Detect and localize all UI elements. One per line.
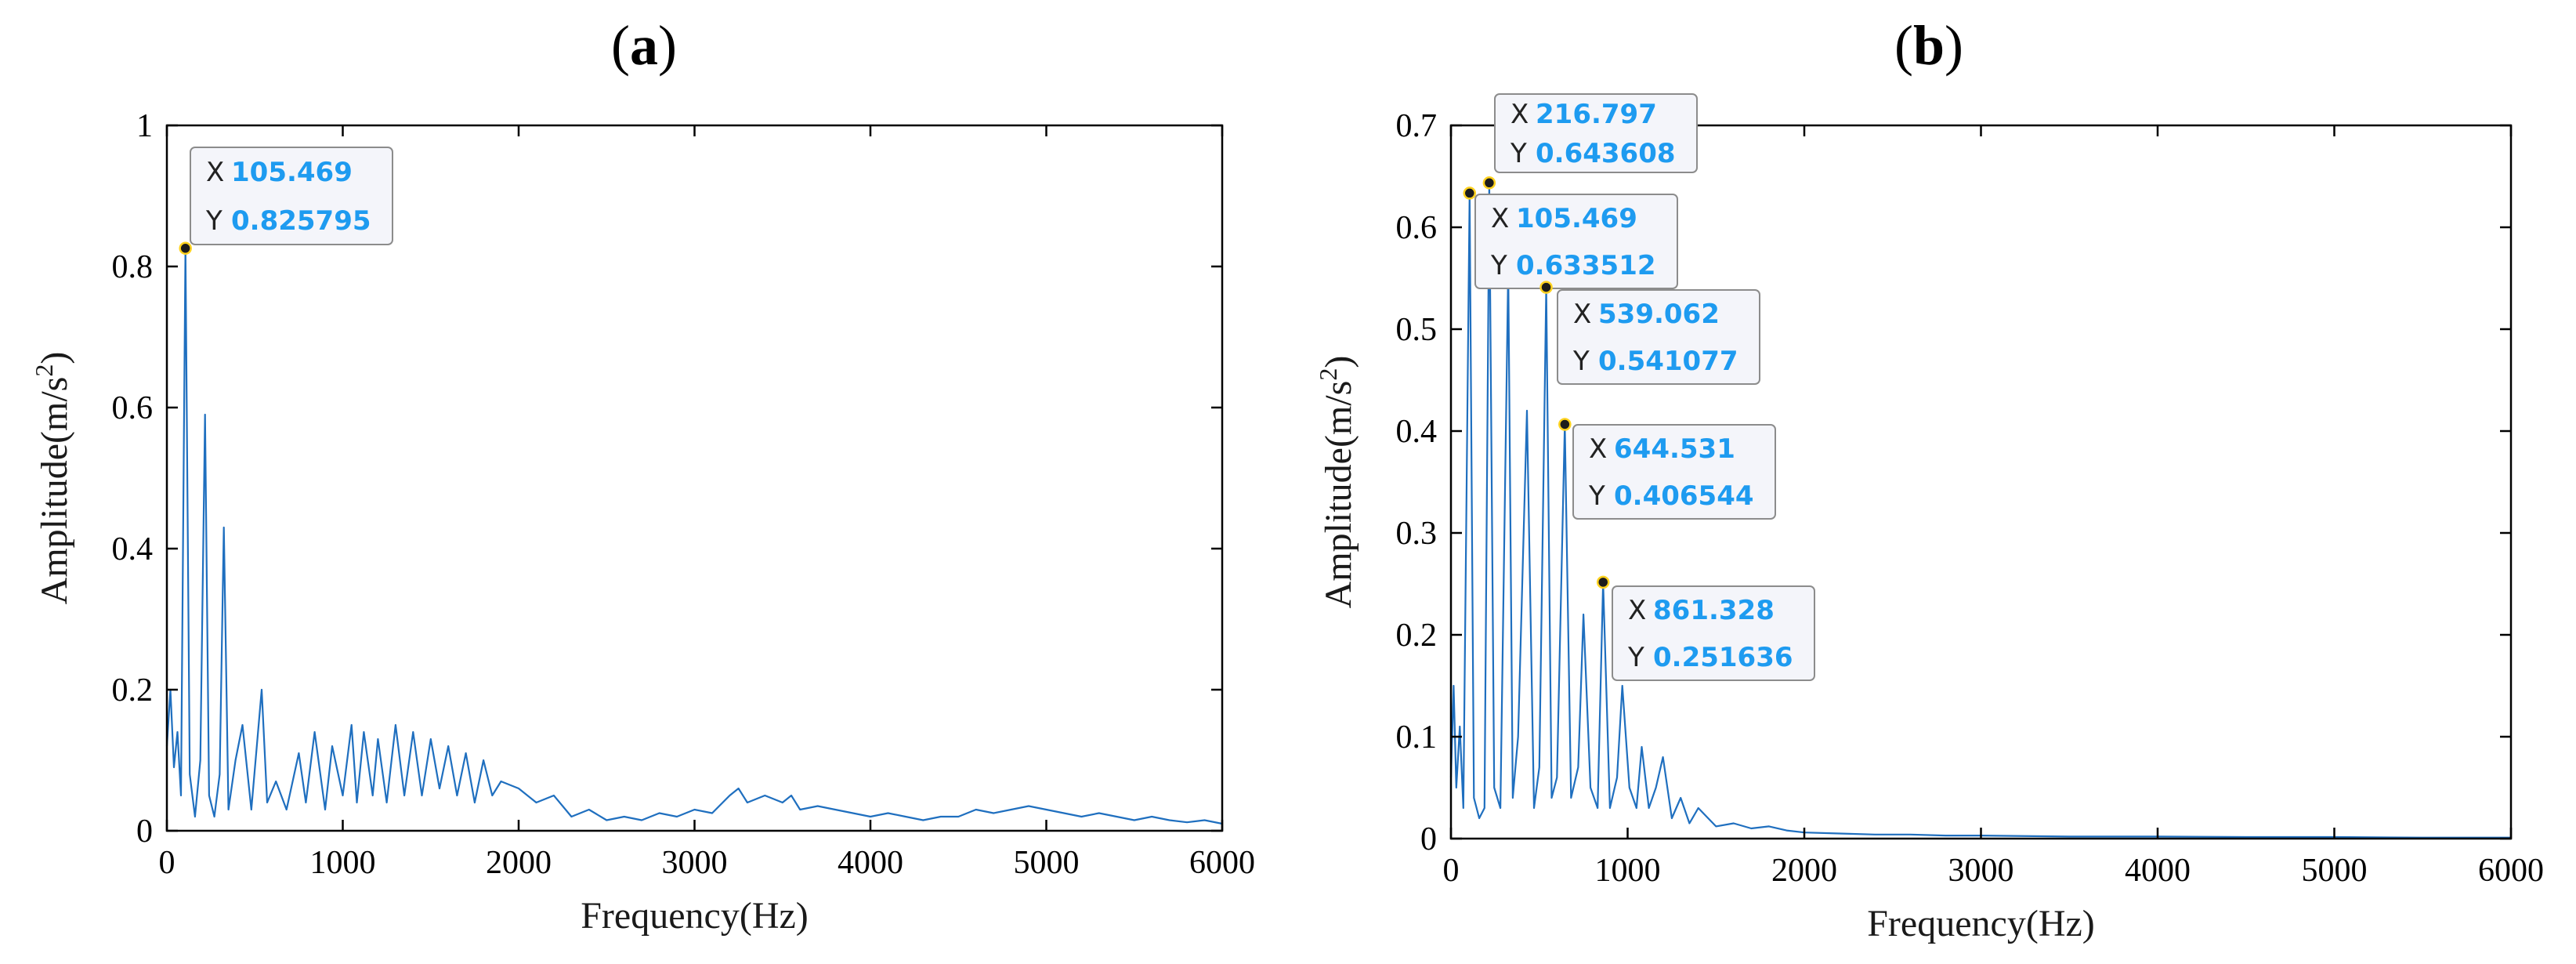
datatip[interactable]: X 216.797 Y 0.643608 — [1482, 93, 1698, 190]
datatip[interactable]: X 105.469 Y 0.633512 — [1463, 187, 1678, 289]
datatip[interactable]: X 644.531 Y 0.406544 — [1558, 418, 1776, 520]
x-axis-title-a: Frequency(Hz) — [581, 895, 809, 937]
datatip-x-key: X — [1491, 203, 1509, 234]
panel-label-a: (a) — [611, 14, 677, 77]
datatip-box — [1474, 194, 1678, 289]
datatip-marker[interactable] — [1539, 281, 1553, 294]
y-tick-label: 0.4 — [112, 531, 154, 567]
series-layer-a — [165, 247, 1223, 825]
y-ticks-b: 0 0.1 0.2 0.3 0.4 0.5 0.6 0.7 — [1396, 108, 2511, 857]
datatip-y-key: Y — [1627, 642, 1644, 673]
datatip-marker[interactable] — [1558, 418, 1572, 431]
y-axis-title-a: Amplitude(m/s2) — [30, 352, 75, 605]
x-tick-label: 3000 — [1948, 853, 2014, 889]
y-tick-label: 0.6 — [112, 390, 154, 426]
datatip-x-value: 861.328 — [1653, 595, 1775, 626]
datatip-x-key: X — [1589, 433, 1607, 465]
datatip[interactable]: X 539.062 Y 0.541077 — [1539, 281, 1760, 385]
y-tick-label: 0 — [136, 814, 153, 850]
x-tick-label: 3000 — [662, 845, 728, 881]
datatip-y-value: 0.251636 — [1653, 642, 1793, 673]
datatip-y-key: Y — [205, 205, 223, 237]
datatip-x-key: X — [1511, 99, 1529, 130]
x-axis-title-b: Frequency(Hz) — [1867, 903, 2095, 944]
y-tick-label: 0.5 — [1396, 312, 1438, 348]
datatip-x-value: 644.531 — [1614, 433, 1735, 465]
y-tick-label: 0.1 — [1396, 719, 1438, 756]
datatip-x-key: X — [1628, 595, 1646, 626]
x-tick-label: 6000 — [1189, 845, 1255, 881]
spectrum-line — [165, 247, 1223, 825]
datatip-box — [1557, 289, 1760, 385]
x-tick-label: 5000 — [1014, 845, 1080, 881]
datatip[interactable]: X 861.328 Y 0.251636 — [1596, 575, 1815, 681]
x-ticks-a: 0 1000 2000 3000 4000 5000 6000 — [159, 125, 1255, 881]
y-tick-label: 0.4 — [1396, 414, 1438, 450]
spectrum-line — [1449, 182, 2511, 839]
y-ticks-a: 0 0.2 0.4 0.6 0.8 1 — [112, 108, 1222, 850]
series-layer-b — [1449, 182, 2511, 839]
datatip-box — [1572, 424, 1776, 520]
datatip-box — [1612, 585, 1815, 681]
datatip-y-value: 0.825795 — [231, 205, 371, 237]
datatip-x-value: 539.062 — [1598, 299, 1720, 330]
y-tick-label: 0.2 — [112, 672, 154, 709]
x-tick-label: 4000 — [838, 845, 903, 881]
datatip-x-value: 105.469 — [231, 157, 353, 188]
y-tick-label: 0.7 — [1396, 108, 1438, 144]
datatip-y-key: Y — [1588, 480, 1605, 512]
y-axis-title-b: Amplitude(m/s2) — [1314, 356, 1359, 609]
x-tick-label: 2000 — [1771, 853, 1837, 889]
datatip-x-key: X — [206, 157, 224, 188]
x-ticks-b: 0 1000 2000 3000 4000 5000 6000 — [1443, 125, 2544, 889]
x-tick-label: 1000 — [1595, 853, 1661, 889]
x-tick-label: 5000 — [2302, 853, 2368, 889]
y-tick-label: 0.6 — [1396, 210, 1438, 246]
datatip-x-value: 216.797 — [1536, 99, 1657, 130]
datatip-y-value: 0.406544 — [1614, 480, 1754, 512]
chart-panel-b: (b) 0 0.1 0.2 0.3 0.4 0.5 0.6 0.7 0 1000 2000 3000… — [1314, 14, 2544, 944]
y-tick-label: 0.2 — [1396, 618, 1438, 654]
chart-panel-a: (a) 0 0.2 0.4 0.6 0.8 1 0 1000 2000 3000 4000 5000… — [30, 14, 1255, 937]
datatip-x-key: X — [1573, 299, 1591, 330]
datatips-a: X 105.469 Y 0.825795 — [179, 147, 393, 255]
datatip-marker[interactable] — [1482, 176, 1496, 190]
datatip-y-value: 0.633512 — [1516, 250, 1656, 281]
datatip-y-value: 0.643608 — [1536, 138, 1676, 169]
y-tick-label: 0.8 — [112, 249, 154, 285]
y-tick-label: 0 — [1420, 821, 1437, 857]
datatip[interactable]: X 105.469 Y 0.825795 — [179, 147, 393, 255]
datatip-y-key: Y — [1572, 346, 1590, 377]
x-tick-label: 0 — [159, 845, 175, 881]
datatip-marker[interactable] — [1596, 575, 1610, 589]
x-tick-label: 4000 — [2125, 853, 2191, 889]
y-tick-label: 0.3 — [1396, 516, 1438, 552]
datatip-box — [190, 147, 393, 245]
datatip-y-value: 0.541077 — [1598, 346, 1738, 377]
datatip-y-key: Y — [1510, 138, 1527, 169]
datatip-box — [1494, 93, 1698, 173]
x-tick-label: 0 — [1443, 853, 1460, 889]
y-tick-label: 1 — [136, 108, 153, 144]
datatip-marker[interactable] — [179, 241, 192, 255]
x-tick-label: 2000 — [486, 845, 552, 881]
x-tick-label: 6000 — [2478, 853, 2544, 889]
x-tick-label: 1000 — [310, 845, 376, 881]
datatip-x-value: 105.469 — [1516, 203, 1637, 234]
panel-label-b: (b) — [1894, 14, 1963, 77]
datatip-y-key: Y — [1490, 250, 1507, 281]
datatip-marker[interactable] — [1463, 187, 1477, 200]
